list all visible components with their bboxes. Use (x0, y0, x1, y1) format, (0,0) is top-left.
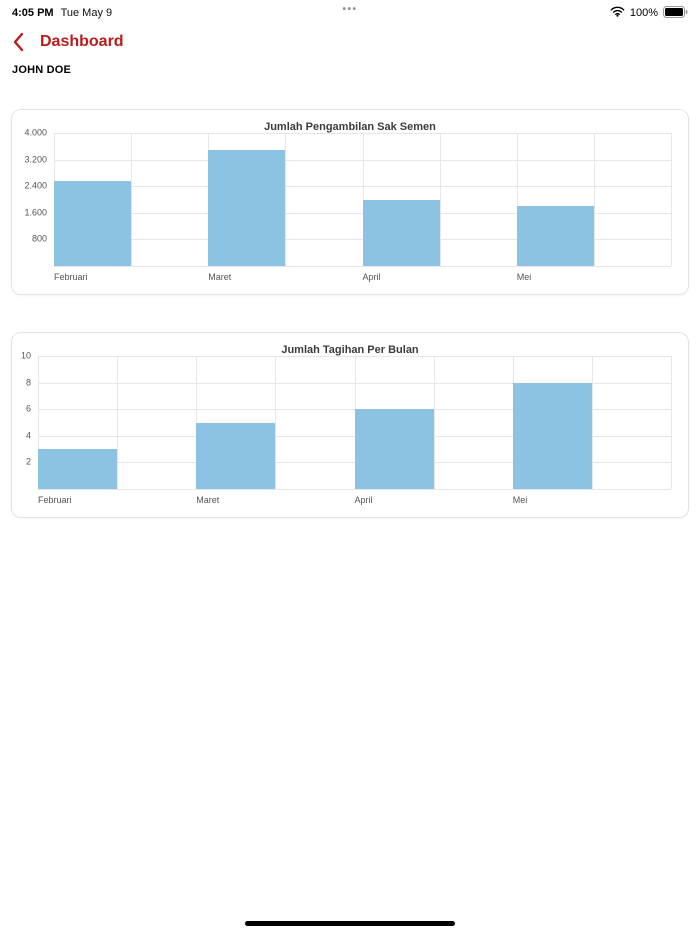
y-tick-label: 1.600 (24, 207, 47, 218)
bar-maret (208, 149, 286, 266)
gridline-vertical (593, 133, 595, 266)
bar-april (362, 199, 440, 266)
y-tick-label: 10 (20, 350, 31, 361)
gridline-vertical (285, 133, 287, 266)
bar-februari (38, 449, 118, 489)
bar-mei (512, 382, 592, 489)
bar-april (354, 409, 434, 489)
nav-bar: Dashboard (0, 28, 700, 56)
x-tick-label: Mei (512, 495, 528, 505)
gridline-vertical (671, 356, 672, 489)
x-tick-label: April (362, 272, 381, 282)
y-tick-label: 8 (25, 377, 31, 388)
y-tick-label: 2 (25, 456, 31, 467)
status-time: 4:05 PM (12, 7, 54, 19)
y-tick-label: 2.400 (24, 180, 47, 191)
chart-title: Jumlah Pengambilan Sak Semen (264, 121, 436, 133)
status-date: Tue May 9 (60, 7, 113, 19)
x-tick-label: April (354, 495, 373, 505)
chart-card-tagihan: Jumlah Tagihan Per Bulan 10 8 6 4 2 Februari M… (11, 332, 689, 518)
gridline-vertical (439, 133, 441, 266)
status-bar: 4:05 PM Tue May 9 ••• 100% (0, 0, 700, 22)
y-tick-label: 6 (25, 403, 31, 414)
bar-februari (54, 181, 132, 266)
gridline-vertical (671, 133, 672, 266)
x-tick-label: Mei (516, 272, 532, 282)
y-tick-label: 4.000 (24, 127, 47, 138)
gridline-vertical (516, 133, 518, 266)
gridline-vertical (433, 356, 435, 489)
bar-maret (196, 422, 276, 489)
user-name: JOHN DOE (12, 64, 72, 76)
gridline-horizontal (38, 489, 671, 490)
plot-area: 4.000 3.200 2.400 1.600 800 Februari Maret Apri… (24, 128, 672, 282)
gridline-vertical (275, 356, 277, 489)
status-left: 4:05 PM Tue May 9 (10, 7, 112, 19)
wifi-icon (610, 6, 625, 20)
battery-full-icon (663, 5, 688, 21)
gridline-vertical (38, 356, 39, 489)
chart-card-pengambilan: Jumlah Pengambilan Sak Semen 4.000 3.200 2… (11, 109, 689, 295)
gridline-vertical (131, 133, 133, 266)
gridline-vertical (117, 356, 119, 489)
y-tick-label: 800 (31, 233, 47, 244)
x-tick-label: Februari (54, 272, 88, 282)
bar-mei (516, 206, 594, 266)
battery-percent: 100% (629, 7, 658, 19)
x-tick-label: Maret (208, 272, 232, 282)
y-tick-label: 3.200 (24, 154, 47, 165)
chevron-left-icon (13, 32, 24, 52)
gridline-vertical (591, 356, 593, 489)
y-tick-label: 4 (25, 430, 31, 441)
chart-title: Jumlah Tagihan Per Bulan (281, 344, 419, 356)
back-button[interactable] (10, 30, 28, 54)
home-indicator[interactable] (245, 921, 455, 926)
x-tick-label: Februari (38, 495, 72, 505)
charts-container: Jumlah Pengambilan Sak Semen 4.000 3.200 2… (0, 109, 700, 518)
status-right: 100% (610, 5, 690, 21)
gridline-horizontal (54, 266, 671, 267)
x-tick-label: Maret (196, 495, 220, 505)
plot-area: 10 8 6 4 2 Februari Maret April Mei (21, 351, 672, 505)
page-title: Dashboard (40, 33, 124, 50)
status-ellipsis: ••• (342, 4, 358, 15)
